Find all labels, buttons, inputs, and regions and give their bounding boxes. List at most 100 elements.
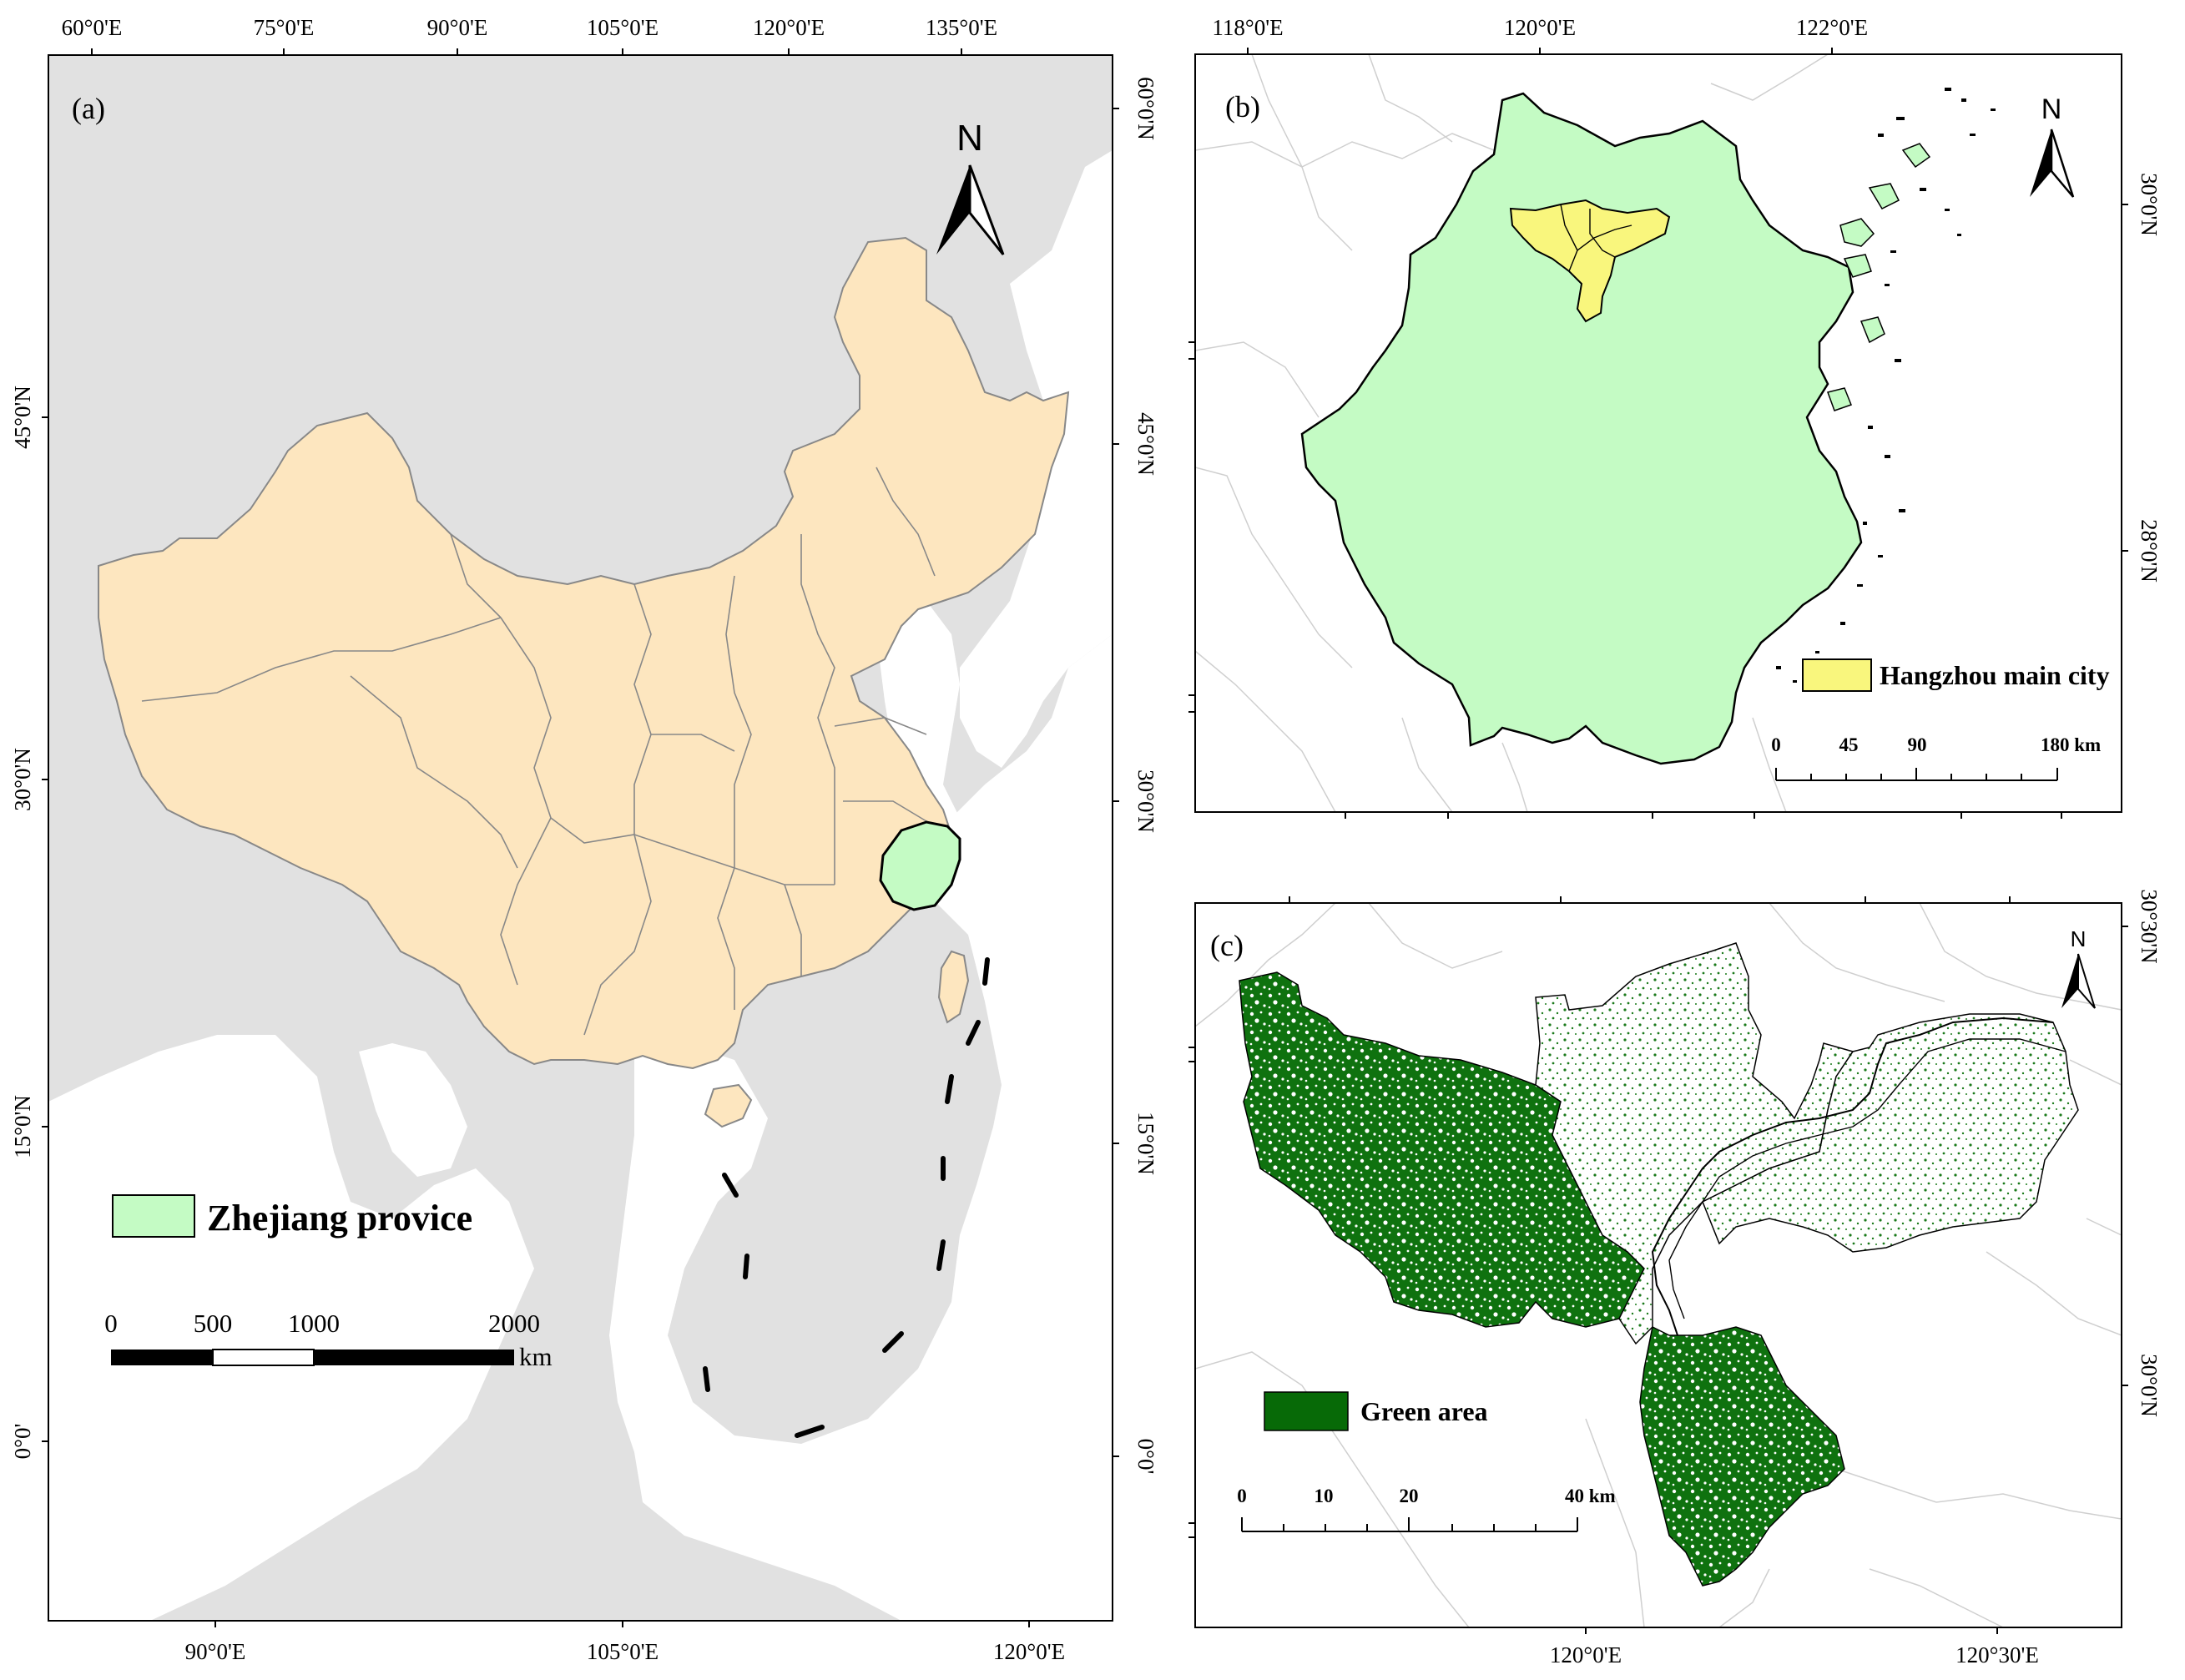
tick-label: 118°0'E (1212, 15, 1283, 40)
bay-of-bengal (359, 1043, 467, 1177)
svg-text:N: N (956, 118, 983, 159)
scalebar-c: 0 10 20 40 km (1237, 1486, 1616, 1532)
qiantang-river-bank (1668, 1038, 2066, 1319)
hangzhou-district-borders (1560, 204, 1632, 272)
small-islands (1776, 88, 1996, 683)
svg-text:20: 20 (1400, 1486, 1419, 1506)
tick-label: 120°0'E (993, 1639, 1065, 1664)
panel-a-top-axis: 60°0'E 75°0'E 90°0'E 105°0'E 120°0'E 135… (62, 15, 997, 55)
svg-text:km: km (519, 1342, 553, 1371)
tick-label: 105°0'E (587, 15, 659, 40)
panel-a-bottom-axis: 90°0'E 105°0'E 120°0'E (185, 1621, 1065, 1664)
panel-a-right-axis: 60°0'N 45°0'N 30°0'N 15°0'N 0°0' (1113, 77, 1158, 1474)
tick-label: 15°0'N (10, 1095, 35, 1158)
tick-label: 135°0'E (926, 15, 997, 40)
north-arrow-icon: N (2030, 93, 2075, 198)
svg-text:40 km: 40 km (1565, 1486, 1616, 1506)
green-west (1239, 971, 1649, 1328)
islands (1827, 143, 1931, 411)
legend-hangzhou: Hangzhou main city (1802, 658, 2110, 692)
panel-b-frame (1194, 53, 2122, 813)
svg-text:0: 0 (1771, 734, 1781, 755)
pacific-ocean (960, 150, 1113, 768)
province-borders (141, 467, 936, 1036)
panel-b-right-axis: 30°0'N 28°0'N (2122, 173, 2162, 583)
tick-label: 75°0'E (254, 15, 315, 40)
svg-text:500: 500 (194, 1309, 233, 1338)
green-east (1702, 1013, 2079, 1253)
svg-text:180 km: 180 km (2041, 734, 2101, 755)
panel-b-bottom-ticks (1345, 812, 2062, 819)
tick-label: 30°0'N (2137, 173, 2162, 236)
panel-c-frame (1194, 902, 2122, 1628)
panel-a-map: 60°0'E 75°0'E 90°0'E 105°0'E 120°0'E 135… (10, 15, 1158, 1664)
svg-text:10: 10 (1315, 1486, 1334, 1506)
nine-dash-line (703, 957, 990, 1438)
tick-label: 60°0'E (62, 15, 123, 40)
hainan (704, 1083, 753, 1128)
panel-label-c: (c) (1210, 929, 1244, 962)
panel-label-a: (a) (72, 92, 105, 125)
panel-c-top-ticks (1188, 896, 2011, 1538)
tick-label: 60°0'N (1133, 77, 1158, 140)
tick-label: 120°0'E (1504, 15, 1576, 40)
svg-text:N: N (2041, 93, 2062, 125)
legend-green-area: Green area (1264, 1391, 1488, 1431)
north-arrow-icon: N (936, 118, 1005, 255)
legend-swatch (1802, 658, 1872, 692)
legend-label: Green area (1360, 1396, 1488, 1426)
svg-text:N: N (2071, 926, 2087, 951)
tick-label: 30°0'N (2137, 1354, 2162, 1417)
north-arrow-icon: N (2061, 926, 2096, 1009)
tick-label: 122°0'E (1796, 15, 1868, 40)
tick-label: 30°0'N (1133, 769, 1158, 833)
neighbor-borders (1195, 903, 2122, 1627)
panel-b-top-axis: 118°0'E 120°0'E 122°0'E (1212, 15, 1868, 54)
yellow-sea (876, 601, 960, 843)
legend-label: Hangzhou main city (1880, 660, 2110, 690)
green-south (1639, 1325, 1845, 1587)
neighbor-borders (1195, 54, 1829, 812)
tick-label: 45°0'N (1133, 412, 1158, 476)
svg-text:2000: 2000 (488, 1309, 540, 1338)
svg-text:90: 90 (1908, 734, 1927, 755)
scalebar-b: 0 45 90 180 km (1771, 734, 2101, 781)
taiwan (937, 950, 970, 1024)
svg-text:0: 0 (1237, 1486, 1247, 1506)
tick-label: 45°0'N (10, 386, 35, 449)
tick-label: 0°0' (10, 1424, 35, 1460)
tick-label: 0°0' (1133, 1439, 1158, 1475)
panel-label-b: (b) (1225, 90, 1260, 124)
tick-label: 120°30'E (1955, 1642, 2039, 1667)
tick-label: 30°30'N (2137, 889, 2162, 963)
panel-a-frame (48, 54, 1113, 1622)
svg-text:0: 0 (104, 1309, 118, 1338)
legend-zhejiang: Zhejiang provice (112, 1194, 472, 1239)
panel-b-left-ticks (1188, 341, 1195, 713)
tick-label: 28°0'N (2137, 519, 2162, 583)
scalebar-a: 0 500 1000 2000 km (104, 1309, 552, 1371)
south-china-sea (609, 634, 1113, 1621)
legend-swatch (112, 1194, 195, 1238)
tick-label: 120°0'E (753, 15, 825, 40)
svg-text:1000: 1000 (288, 1309, 340, 1338)
zhejiang-province (1300, 92, 1863, 765)
hangzhou-main-city (1509, 199, 1671, 323)
tick-label: 15°0'N (1133, 1112, 1158, 1175)
svg-text:45: 45 (1839, 734, 1859, 755)
panel-b-map: 118°0'E 120°0'E 122°0'E 30°0'N 28°0'N (b… (1188, 15, 2162, 819)
tick-label: 90°0'E (185, 1639, 246, 1664)
tick-label: 30°0'N (10, 748, 35, 811)
legend-swatch (1264, 1391, 1349, 1431)
zhejiang-province (879, 820, 961, 911)
panel-c-right-axis: 30°30'N 30°0'N (2122, 889, 2162, 1417)
panel-c-bottom-axis: 120°0'E 120°30'E (1550, 1627, 2039, 1667)
tick-label: 105°0'E (587, 1639, 659, 1664)
tick-label: 90°0'E (427, 15, 488, 40)
qiantang-river (1651, 1017, 2054, 1336)
panel-a-left-axis: 45°0'N 30°0'N 15°0'N 0°0' (10, 386, 48, 1459)
ocean (48, 1035, 534, 1621)
china-territory (98, 236, 1070, 1070)
panel-c-map: 120°0'E 120°30'E 30°30'N 30°0'N (c) N Gr… (1188, 889, 2162, 1667)
